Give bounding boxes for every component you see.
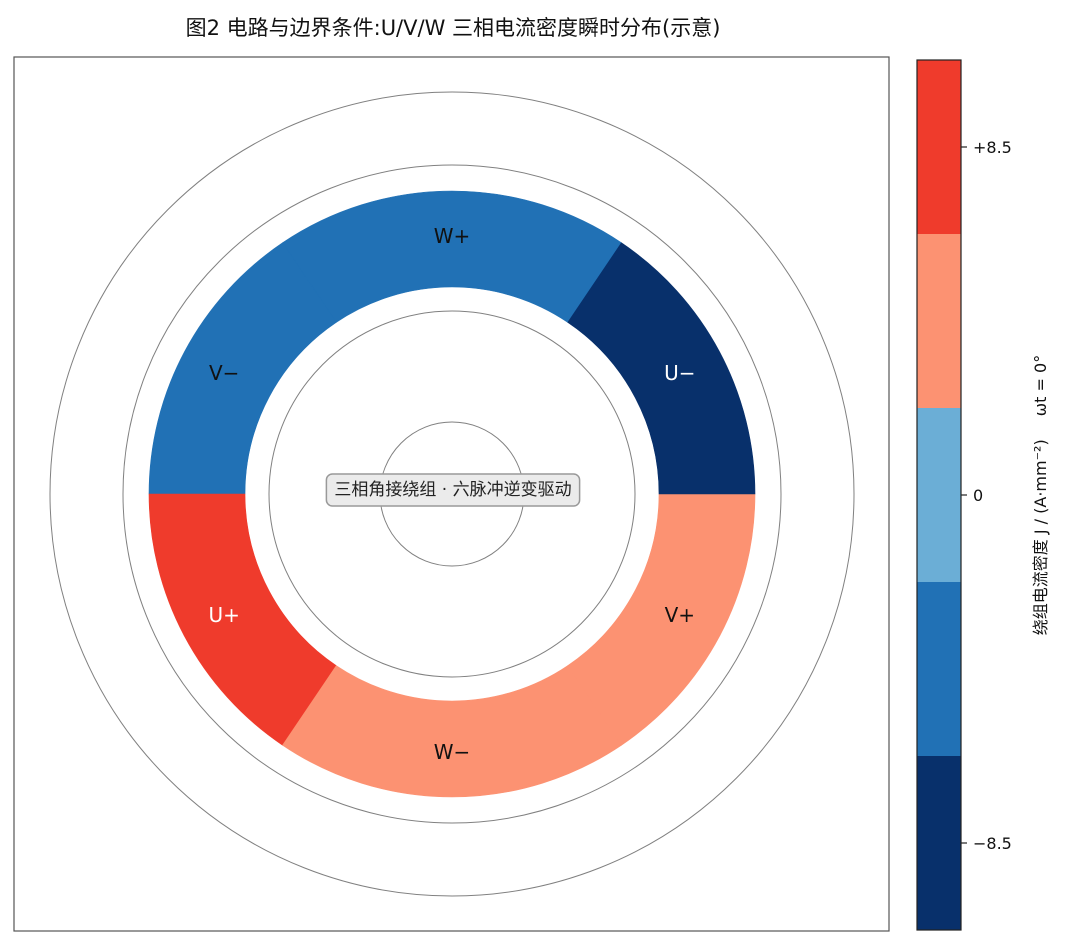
center-annotation: 三相角接绕组 · 六脉冲逆变驱动 (325, 473, 581, 507)
colorbar-label: 绕组电流密度 J / (A·mm⁻²) ωt = 0° (1031, 355, 1050, 635)
sector-label-1: V− (209, 361, 239, 385)
colorbar-bin-0 (917, 756, 961, 930)
sector-labels: W+ V− U+ W− V+ U− (208, 224, 695, 764)
colorbar-bins (917, 60, 961, 930)
guide-circle-4 (49, 91, 855, 897)
phase-angle-label: ωt = 0° (1031, 355, 1050, 416)
sector-label-5: U− (664, 361, 695, 385)
colorbar-label-text: 绕组电流密度 J / (A·mm⁻²) (1031, 439, 1050, 635)
sector-3 (282, 665, 622, 798)
colorbar-bin-1 (917, 582, 961, 756)
guide-circle-3 (122, 164, 782, 824)
sector-label-4: V+ (665, 603, 695, 627)
winding-sectors (148, 190, 756, 798)
sector-label-2: U+ (208, 603, 239, 627)
colorbar-bin-4 (917, 60, 961, 234)
sector-5 (567, 242, 756, 495)
colorbar-bin-2 (917, 408, 961, 582)
guide-circles (49, 91, 855, 897)
sector-label-3: W− (434, 740, 471, 764)
colorbar-ticks: +8.5 0 −8.5 (961, 138, 1012, 853)
colorbar-bin-3 (917, 234, 961, 408)
colorbar-tick-label-2: −8.5 (973, 834, 1012, 853)
sector-0 (282, 190, 622, 323)
guide-circle-2 (268, 310, 636, 678)
sector-label-0: W+ (434, 224, 471, 248)
center-annotation-box (325, 473, 581, 507)
figure-title: 图2 电路与边界条件:U/V/W 三相电流密度瞬时分布(示意) (185, 16, 721, 40)
colorbar-tick-label-1: 0 (973, 486, 983, 505)
center-annotation-text: 三相角接绕组 · 六脉冲逆变驱动 (334, 480, 571, 500)
colorbar: +8.5 0 −8.5 绕组电流密度 J / (A·mm⁻²) ωt = 0° (916, 59, 1050, 931)
colorbar-tick-label-0: +8.5 (973, 138, 1012, 157)
